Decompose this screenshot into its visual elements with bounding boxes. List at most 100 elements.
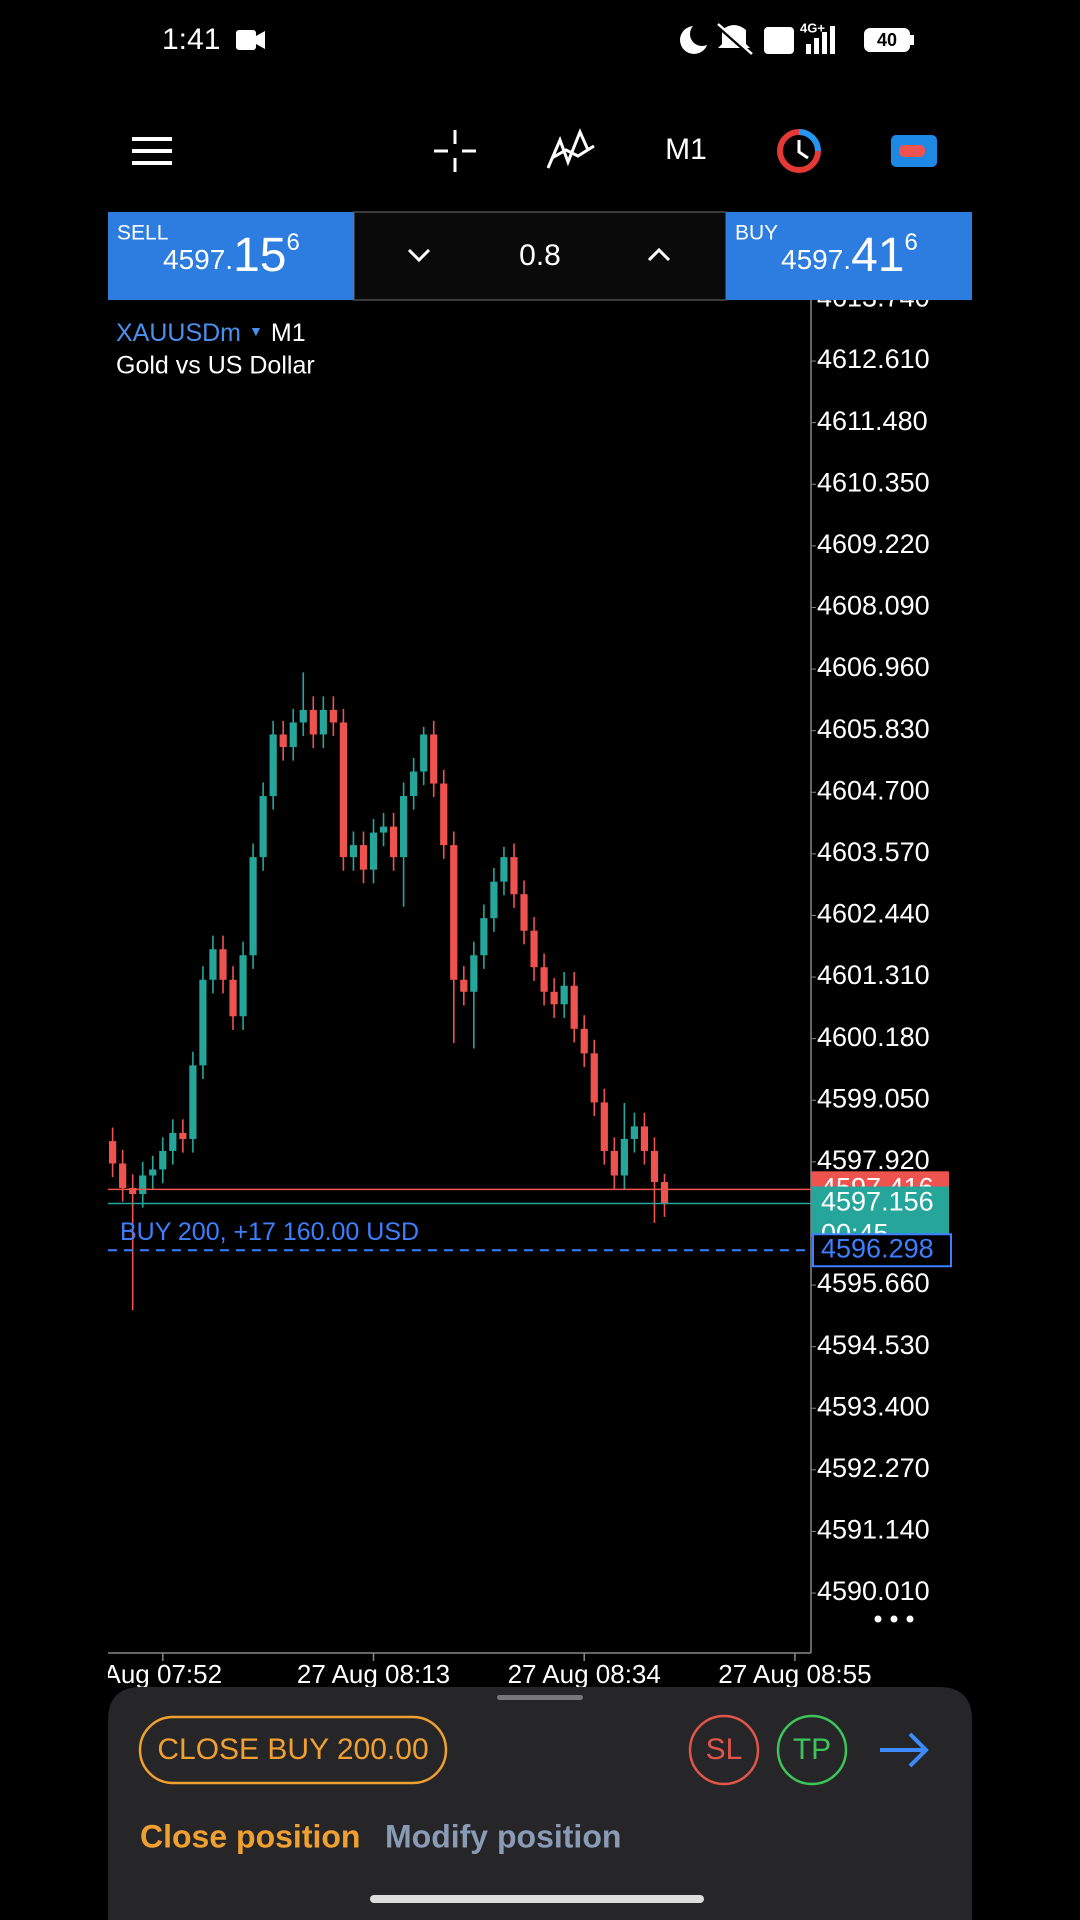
y-tick-label: 4601.310	[817, 960, 930, 990]
x-tick-label: 27 Aug 08:34	[508, 1659, 661, 1689]
silent-icon	[717, 23, 753, 55]
position-tag	[812, 1233, 952, 1268]
candle-body	[460, 979, 468, 992]
position-panel	[108, 1687, 972, 1920]
buy-price-big: 41	[851, 229, 904, 282]
candle-body	[450, 845, 458, 980]
more-dot[interactable]	[874, 1615, 882, 1623]
y-tick-label: 4590.010	[817, 1576, 930, 1606]
silent-icon	[716, 24, 754, 58]
bid-tag-label: 4597.156	[821, 1187, 934, 1217]
home-indicator[interactable]	[370, 1895, 704, 1903]
x-tick-label: 27 Aug 08:13	[297, 1659, 450, 1689]
candle-body	[159, 1150, 167, 1170]
price-tags: 4597.4164597.15600:454596.298	[811, 1171, 952, 1268]
tp-button[interactable]: TP	[793, 1733, 831, 1766]
menu-line	[132, 161, 172, 165]
moon-icon	[690, 22, 714, 46]
x-tick-label: 27 Aug 08:55	[718, 1659, 871, 1689]
more-dot[interactable]	[890, 1615, 898, 1623]
sl-button-frame[interactable]	[688, 1714, 760, 1786]
y-tick-label: 4605.830	[817, 714, 930, 744]
candle-body	[139, 1175, 147, 1195]
candle-body	[189, 1065, 197, 1139]
panel-handle[interactable]	[497, 1695, 583, 1700]
y-tick-labels: 4613.7404612.6104611.4804610.3504609.220…	[811, 283, 930, 1606]
candle-body	[359, 845, 368, 870]
battery-icon	[864, 28, 910, 52]
trade-button[interactable]	[777, 129, 821, 173]
bid-tag	[811, 1186, 949, 1237]
tab-close-position[interactable]: Close position	[140, 1818, 360, 1854]
y-tick-label: 4595.660	[817, 1268, 930, 1298]
tab-modify-position[interactable]: Modify position	[385, 1818, 621, 1854]
candle-body	[480, 918, 488, 956]
volume[interactable]: 0.8	[519, 239, 561, 272]
candle-body	[309, 709, 317, 735]
symbol-dropdown[interactable]: ▼	[249, 323, 263, 339]
menu-line	[132, 137, 172, 141]
candle-body	[289, 722, 297, 748]
candle-body	[510, 857, 518, 895]
candle-body	[129, 1188, 137, 1195]
candle-body	[239, 955, 247, 1017]
candle-body	[339, 722, 348, 858]
candle-body	[209, 949, 217, 980]
volume-down[interactable]	[407, 248, 431, 263]
menu-line	[132, 149, 172, 153]
sell-button[interactable]: SELL 4597.156	[108, 212, 354, 300]
candle-body	[520, 894, 528, 931]
sell-price-main: 4597.	[163, 244, 233, 275]
close-button[interactable]: CLOSE BUY 200.00	[157, 1733, 428, 1766]
signal-bar	[814, 38, 819, 54]
clock-hand	[797, 140, 809, 160]
candle-body	[249, 857, 257, 956]
candle-body	[610, 1150, 618, 1176]
candle-body	[540, 967, 548, 992]
candle-body	[119, 1163, 127, 1189]
y-tick-label: 4604.700	[817, 775, 930, 805]
symbol: XAUUSDm	[116, 319, 241, 347]
signal-bar	[806, 44, 811, 54]
buy-price-sup: 6	[904, 229, 917, 256]
menu-button[interactable]	[132, 137, 172, 165]
candle-body	[329, 709, 337, 723]
y-tick-label: 4609.220	[817, 529, 930, 559]
y-tick-label: 4599.050	[817, 1083, 930, 1113]
signal-bar	[822, 32, 827, 54]
symbol-description: Gold vs US Dollar	[116, 352, 315, 380]
y-tick-label: 4591.140	[817, 1515, 930, 1545]
account-button[interactable]	[891, 135, 937, 167]
volte-icon	[764, 27, 794, 54]
y-tick-label: 4606.960	[817, 652, 930, 682]
close-button-frame[interactable]	[138, 1715, 448, 1785]
indicators-button[interactable]	[546, 128, 595, 169]
y-tick-label: 4594.530	[817, 1330, 930, 1360]
candle-body	[630, 1126, 638, 1139]
x-tick-labels: Aug 07:52 27 Aug 08:13 27 Aug 08:34 27 Aug …	[108, 1659, 872, 1689]
candle-body	[199, 979, 207, 1066]
candle-body	[269, 734, 277, 797]
candle-body	[620, 1138, 628, 1176]
battery-icon	[910, 35, 914, 45]
more-dot[interactable]	[906, 1615, 914, 1623]
timeframe-button[interactable]: M1	[665, 133, 707, 166]
buy-button[interactable]: BUY 4597.416	[726, 212, 972, 300]
candle-body	[640, 1126, 649, 1151]
sell-price-big: 15	[233, 229, 286, 282]
candle-body	[179, 1132, 187, 1139]
sl-button[interactable]: SL	[706, 1733, 743, 1766]
volume-up[interactable]	[647, 247, 671, 262]
candle-body	[259, 796, 267, 858]
position-label: BUY 200, +17 160.00 USD	[120, 1218, 419, 1246]
candle-body	[580, 1028, 588, 1054]
battery-level: 40	[877, 30, 897, 50]
candle-body	[219, 949, 227, 980]
candle-body	[650, 1150, 659, 1183]
sell-price: 4597.156	[163, 229, 300, 282]
crosshair-button[interactable]	[434, 130, 476, 172]
next-button[interactable]	[880, 1732, 929, 1768]
tp-button-frame[interactable]	[776, 1714, 848, 1786]
